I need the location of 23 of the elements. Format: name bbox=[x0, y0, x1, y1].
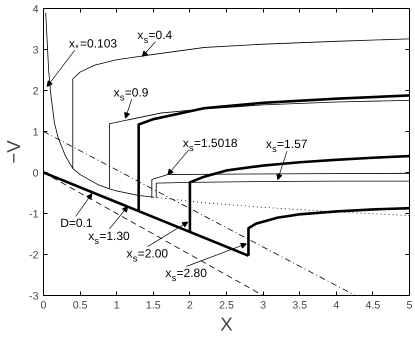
x-tick-label: 1 bbox=[114, 300, 120, 312]
y-tick-label: -1 bbox=[29, 208, 39, 220]
y-tick-label: 2 bbox=[32, 86, 39, 98]
x-tick-label: 4 bbox=[333, 300, 340, 312]
x-tick-label: 4.5 bbox=[365, 300, 380, 312]
x-tick-label: 0 bbox=[40, 300, 47, 312]
x-tick-label: 3.5 bbox=[292, 300, 308, 312]
y-tick-label: 4 bbox=[32, 4, 39, 16]
x-tick-label: 1.5 bbox=[146, 300, 161, 312]
y-tick-label: 0 bbox=[32, 168, 39, 180]
x-tick-label: 0.5 bbox=[72, 300, 88, 312]
y-tick-label: 3 bbox=[32, 44, 39, 56]
x-tick-label: 5 bbox=[406, 300, 413, 312]
annotation: D=0.1 bbox=[60, 216, 93, 230]
x-axis-title: X bbox=[220, 314, 234, 334]
y-tick-label: -3 bbox=[29, 290, 39, 302]
y-tick-label: -2 bbox=[29, 250, 39, 262]
annotation: x*=0.103 bbox=[68, 36, 118, 54]
x-tick-label: 3 bbox=[260, 300, 266, 312]
x-tick-label: 2.5 bbox=[219, 300, 234, 312]
y-tick-label: 1 bbox=[32, 126, 39, 138]
y-axis-title: −V bbox=[3, 140, 24, 164]
x-tick-label: 2 bbox=[186, 300, 193, 312]
